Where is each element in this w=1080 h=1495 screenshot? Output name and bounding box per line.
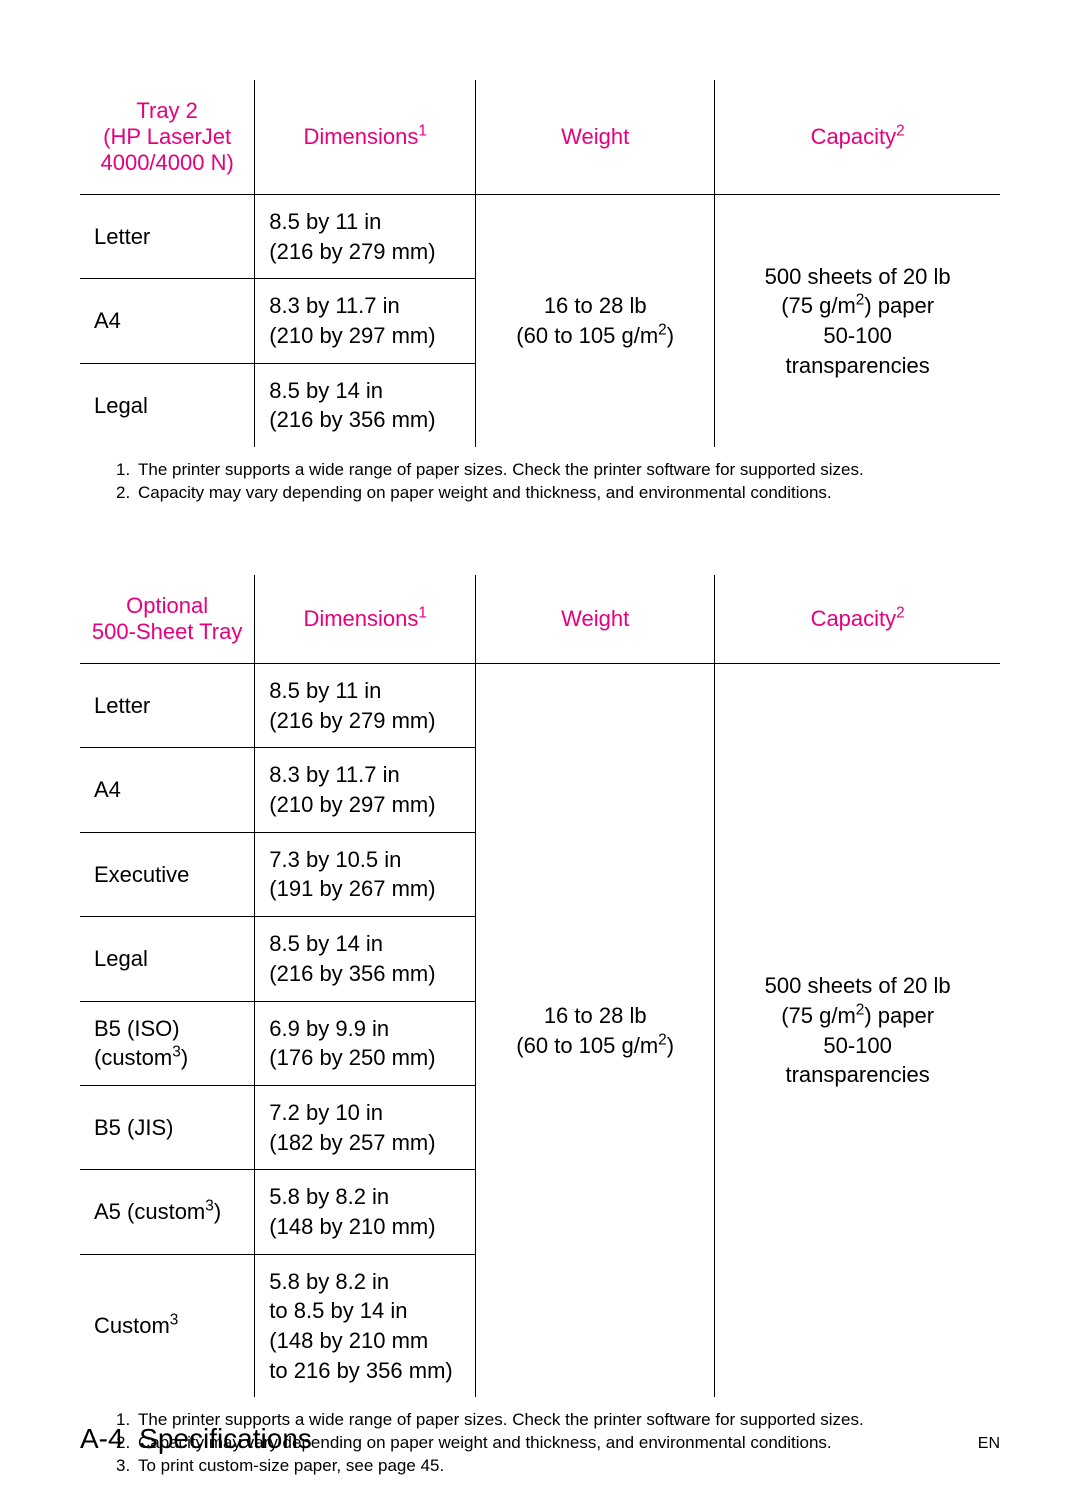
paper-dim: 8.3 by 11.7 in (210 by 297 mm) <box>255 279 476 363</box>
paper-name: Legal <box>80 917 255 1001</box>
footnote: 2. Capacity may vary depending on paper … <box>116 482 1000 505</box>
header-sup: 1 <box>418 605 427 622</box>
dim-line: (216 by 356 mm) <box>269 407 435 432</box>
paper-name: Letter <box>80 195 255 279</box>
weight-cell: 16 to 28 lb (60 to 105 g/m2) <box>476 195 715 448</box>
paper-name: Legal <box>80 363 255 447</box>
col-header-tray: Optional 500-Sheet Tray <box>80 575 255 664</box>
tray2-table: Tray 2 (HP LaserJet 4000/4000 N) Dimensi… <box>80 80 1000 447</box>
header-text: Weight <box>561 606 629 631</box>
header-line: Tray 2 <box>136 98 198 123</box>
header-text: Capacity <box>811 124 897 149</box>
dim-line: (216 by 279 mm) <box>269 239 435 264</box>
paper-dim: 8.5 by 11 in(216 by 279 mm) <box>255 664 476 748</box>
dim-line: 8.5 by 14 in <box>269 378 383 403</box>
paper-dim: 5.8 by 8.2 in(148 by 210 mm) <box>255 1170 476 1254</box>
col-header-capacity: Capacity2 <box>715 80 1000 195</box>
paper-dim: 8.3 by 11.7 in(210 by 297 mm) <box>255 748 476 832</box>
paper-dim: 8.5 by 14 in(216 by 356 mm) <box>255 917 476 1001</box>
header-line: Optional <box>126 593 208 618</box>
footer-section-title: Specifications <box>139 1423 312 1454</box>
weight-cell: 16 to 28 lb(60 to 105 g/m2) <box>476 664 715 1398</box>
weight-sup: 2 <box>658 322 667 339</box>
footer-page-num: A-4 <box>80 1423 124 1454</box>
capacity-line: transparencies <box>785 353 929 378</box>
footnote-text: The printer supports a wide range of pap… <box>138 459 864 482</box>
paper-dim: 6.9 by 9.9 in(176 by 250 mm) <box>255 1001 476 1085</box>
header-text: Weight <box>561 124 629 149</box>
footnote-num: 2. <box>116 482 138 505</box>
paper-name: B5 (ISO)(custom3) <box>80 1001 255 1085</box>
table-header-row: Tray 2 (HP LaserJet 4000/4000 N) Dimensi… <box>80 80 1000 195</box>
weight-line: 16 to 28 lb <box>544 293 647 318</box>
col-header-tray: Tray 2 (HP LaserJet 4000/4000 N) <box>80 80 255 195</box>
paper-name: A5 (custom3) <box>80 1170 255 1254</box>
paper-dim: 5.8 by 8.2 into 8.5 by 14 in(148 by 210 … <box>255 1254 476 1397</box>
header-sup: 1 <box>418 123 427 140</box>
paper-dim: 8.5 by 14 in (216 by 356 mm) <box>255 363 476 447</box>
paper-dim: 8.5 by 11 in (216 by 279 mm) <box>255 195 476 279</box>
paper-name: Letter <box>80 664 255 748</box>
table1-footnotes: 1. The printer supports a wide range of … <box>116 459 1000 505</box>
capacity-cell: 500 sheets of 20 lb (75 g/m2) paper 50-1… <box>715 195 1000 448</box>
capacity-line: (75 g/m <box>781 293 856 318</box>
footnote-text: Capacity may vary depending on paper wei… <box>138 482 832 505</box>
header-line: (HP LaserJet <box>103 124 231 149</box>
capacity-cell: 500 sheets of 20 lb(75 g/m2) paper50-100… <box>715 664 1000 1398</box>
paper-name: B5 (JIS) <box>80 1085 255 1169</box>
capacity-line: ) paper <box>864 293 934 318</box>
footer-right: EN <box>978 1435 1000 1453</box>
dim-line: 8.5 by 11 in <box>269 209 381 234</box>
footnote-text: To print custom-size paper, see page 45. <box>138 1455 444 1478</box>
col-header-capacity: Capacity2 <box>715 575 1000 664</box>
footnote: 3. To print custom-size paper, see page … <box>116 1455 1000 1478</box>
paper-name: A4 <box>80 748 255 832</box>
weight-line: ) <box>667 323 674 348</box>
footer-left: A-4 Specifications <box>80 1423 312 1455</box>
paper-dim: 7.2 by 10 in(182 by 257 mm) <box>255 1085 476 1169</box>
header-sup: 2 <box>896 123 905 140</box>
col-header-dimensions: Dimensions1 <box>255 80 476 195</box>
page-footer: A-4 Specifications EN <box>80 1423 1000 1455</box>
col-header-dimensions: Dimensions1 <box>255 575 476 664</box>
header-text: Dimensions <box>303 606 418 631</box>
capacity-line: 500 sheets of 20 lb <box>765 264 951 289</box>
weight-line: (60 to 105 g/m <box>516 323 658 348</box>
col-header-weight: Weight <box>476 80 715 195</box>
table-row: Letter 8.5 by 11 in (216 by 279 mm) 16 t… <box>80 195 1000 279</box>
paper-name: Custom3 <box>80 1254 255 1397</box>
table-header-row: Optional 500-Sheet Tray Dimensions1 Weig… <box>80 575 1000 664</box>
capacity-line: 50-100 <box>823 323 892 348</box>
paper-dim: 7.3 by 10.5 in(191 by 267 mm) <box>255 832 476 916</box>
dim-line: (210 by 297 mm) <box>269 323 435 348</box>
table-row: Letter8.5 by 11 in(216 by 279 mm)16 to 2… <box>80 664 1000 748</box>
footnote-num: 1. <box>116 459 138 482</box>
header-sup: 2 <box>896 605 905 622</box>
dim-line: 8.3 by 11.7 in <box>269 293 399 318</box>
col-header-weight: Weight <box>476 575 715 664</box>
paper-name: A4 <box>80 279 255 363</box>
header-text: Capacity <box>811 606 897 631</box>
footnote-num: 3. <box>116 1455 138 1478</box>
header-text: Dimensions <box>303 124 418 149</box>
page: Tray 2 (HP LaserJet 4000/4000 N) Dimensi… <box>0 0 1080 1495</box>
header-line: 500-Sheet Tray <box>92 619 242 644</box>
header-line: 4000/4000 N) <box>100 150 233 175</box>
paper-name: Executive <box>80 832 255 916</box>
optional-tray-table: Optional 500-Sheet Tray Dimensions1 Weig… <box>80 575 1000 1397</box>
footnote: 1. The printer supports a wide range of … <box>116 459 1000 482</box>
